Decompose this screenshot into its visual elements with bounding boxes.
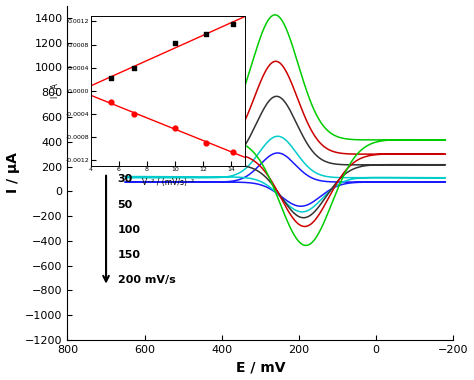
Text: 100: 100 [118, 225, 141, 235]
Y-axis label: I / μA: I / μA [6, 152, 19, 193]
Text: 200 mV/s: 200 mV/s [118, 275, 175, 285]
Text: 30: 30 [118, 174, 133, 184]
Text: 150: 150 [118, 250, 141, 260]
X-axis label: E / mV: E / mV [236, 361, 285, 374]
Text: 50: 50 [118, 200, 133, 209]
